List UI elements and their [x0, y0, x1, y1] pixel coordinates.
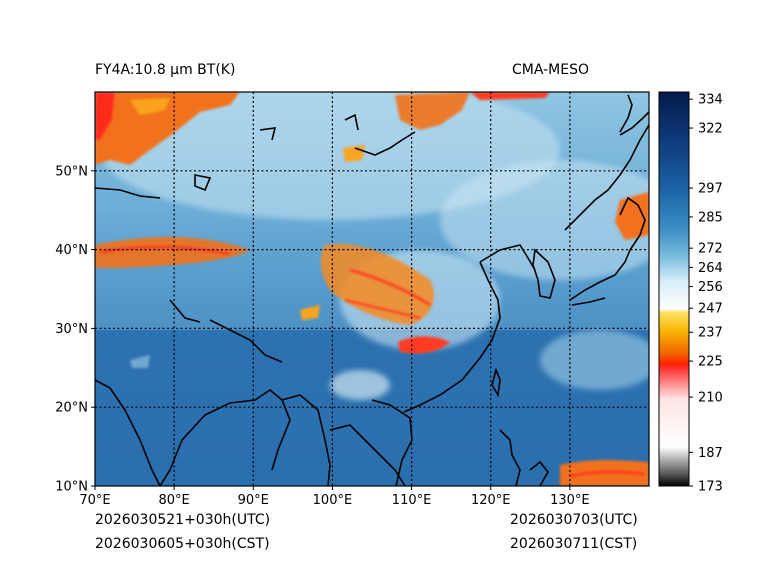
colorbar-tick-label: 334 — [698, 93, 723, 108]
lat-tick-label: 50°N — [55, 164, 88, 179]
colorbar-tick-label: 225 — [698, 355, 723, 370]
colorbar-axis: 173 187 210 225 237 247 256 264 272 285 297 322 334 — [689, 93, 723, 495]
lon-tick-label: 110°E — [392, 493, 432, 508]
lat-tick-label: 30°N — [55, 322, 88, 337]
valid-time-cst: 2026030711(CST) — [510, 536, 638, 552]
colorbar-tick-label: 322 — [698, 122, 723, 137]
colorbar-tick-label: 247 — [698, 302, 723, 317]
init-time-cst: 2026030605+030h(CST) — [95, 536, 270, 552]
product-title: FY4A:10.8 µm BT(K) — [95, 62, 236, 78]
lon-tick-label: 80°E — [159, 493, 190, 508]
colorbar-frame — [658, 91, 690, 487]
lat-tick-label: 10°N — [55, 480, 88, 495]
colorbar-tick-label: 272 — [698, 242, 723, 257]
colorbar-ramp — [659, 92, 689, 486]
coastlines — [95, 94, 649, 486]
lon-tick-label: 100°E — [313, 493, 353, 508]
colorbar-tick-label: 285 — [698, 210, 723, 225]
valid-time-utc: 2026030703(UTC) — [510, 512, 638, 528]
lon-tick-label: 70°E — [79, 493, 110, 508]
cold-cloud-tops — [95, 92, 649, 486]
colorbar-tick-label: 173 — [698, 480, 723, 495]
lat-tick-label: 40°N — [55, 243, 88, 258]
lon-tick-label: 120°E — [471, 493, 511, 508]
latitude-axis: 10°N 20°N 30°N 40°N 50°N — [55, 164, 95, 495]
map-frame — [94, 91, 650, 487]
brightness-temperature-field — [95, 92, 649, 486]
model-name: CMA-MESO — [512, 62, 590, 78]
colorbar-tick-label: 237 — [698, 326, 723, 341]
lon-tick-label: 130°E — [550, 493, 590, 508]
colorbar-tick-label: 187 — [698, 446, 723, 461]
colorbar-tick-label: 256 — [698, 280, 723, 295]
lat-tick-label: 20°N — [55, 401, 88, 416]
colorbar-tick-label: 210 — [698, 391, 723, 406]
colorbar-tick-label: 264 — [698, 261, 723, 276]
longitude-axis: 70°E 80°E 90°E 100°E 110°E 120°E 130°E — [79, 486, 590, 508]
lon-tick-label: 90°E — [238, 493, 269, 508]
colorbar-tick-label: 297 — [698, 182, 723, 197]
init-time-utc: 2026030521+030h(UTC) — [95, 512, 271, 528]
